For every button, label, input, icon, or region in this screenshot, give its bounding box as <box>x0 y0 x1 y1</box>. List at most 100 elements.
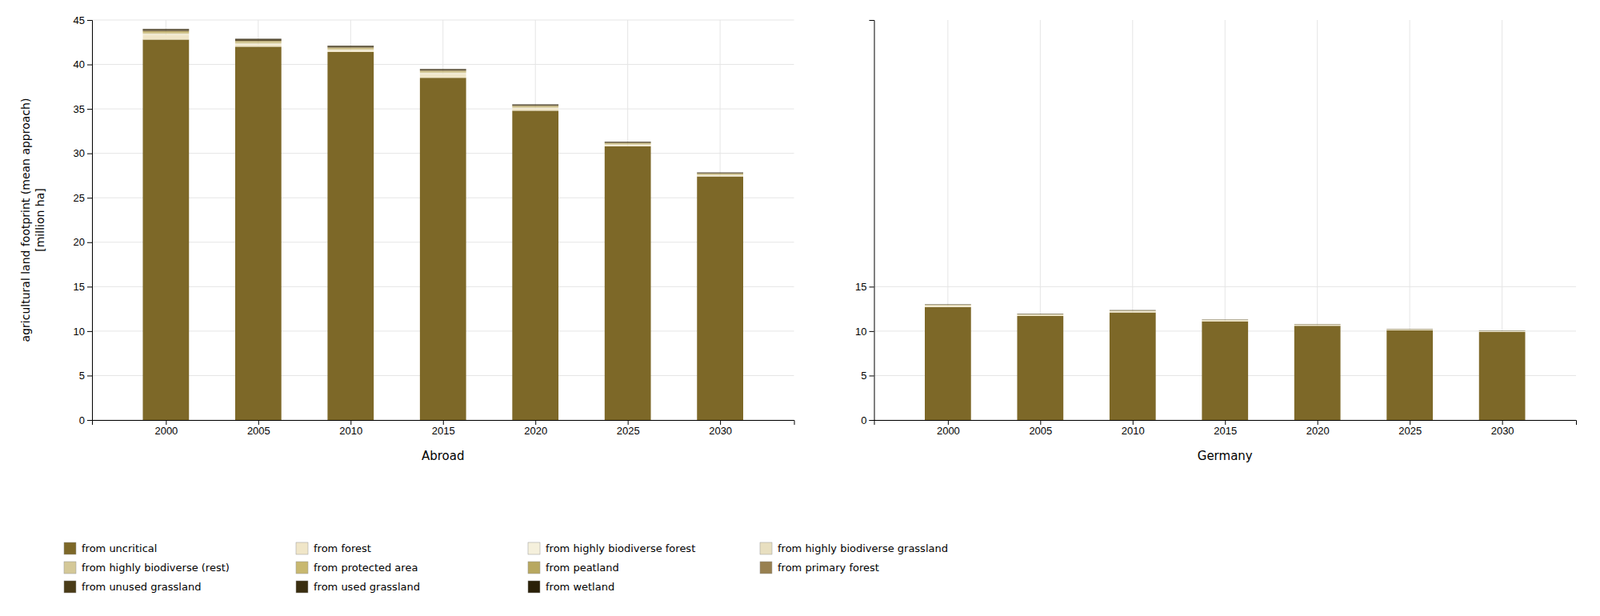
legend-swatch <box>760 561 772 574</box>
bar-segment <box>604 141 652 144</box>
x-tick-label: 2030 <box>1491 424 1515 437</box>
bar-segment <box>1479 332 1526 420</box>
bar-segment <box>604 146 652 420</box>
bar-segment <box>924 304 972 305</box>
bar-segment <box>604 144 652 146</box>
bar-segment <box>420 69 467 72</box>
x-tick: 2010 <box>339 420 363 437</box>
bar-segment <box>1479 331 1526 332</box>
legend-item: from unused grassland <box>64 580 201 593</box>
legend-swatch <box>296 542 308 555</box>
bar-segment <box>1479 330 1526 332</box>
y-axis: 0 5 10 15 20 25 30 35 40 45 <box>73 14 93 427</box>
bar-segment <box>1386 328 1433 330</box>
bar-segment <box>1201 320 1248 322</box>
chart-root: 2000200520102015202020252030051015202530… <box>0 0 1600 616</box>
bar-segment <box>420 77 467 420</box>
bar-segment <box>1109 310 1156 312</box>
legend-label: from highly biodiverse forest <box>545 542 696 555</box>
x-axis: 2000200520102015202020252030 <box>874 420 1577 437</box>
bar-segment <box>924 304 972 305</box>
x-tick: 2025 <box>616 420 640 437</box>
bar-segment <box>1201 319 1248 320</box>
bar-segment <box>420 72 467 75</box>
bar-segment <box>1201 319 1248 320</box>
y-tick-label: 25 <box>73 192 85 204</box>
bar-segment <box>235 40 282 42</box>
bar-segment <box>235 40 282 42</box>
bar-segment <box>1201 319 1248 320</box>
bar-segment <box>327 52 374 420</box>
y-tick: 0 <box>79 414 92 427</box>
y-tick: 20 <box>73 236 92 248</box>
legend-item: from forest <box>296 542 372 555</box>
bar-segment <box>327 47 374 48</box>
y-tick: 30 <box>73 147 92 160</box>
bar-segment <box>512 106 559 108</box>
bar-segment <box>420 68 467 70</box>
legend-label: from highly biodiverse (rest) <box>81 561 230 574</box>
grid <box>92 20 795 420</box>
bar-segment <box>1109 310 1156 312</box>
x-tick-mark <box>1317 420 1319 425</box>
bar-segment <box>604 145 652 147</box>
x-tick-label: 2025 <box>616 424 640 437</box>
legend-label: from used grassland <box>313 580 420 593</box>
bar-segment <box>1016 314 1064 316</box>
bar-segment <box>924 304 972 306</box>
bar-segment <box>1479 331 1526 332</box>
legend-swatch <box>528 561 540 574</box>
bar-segment <box>1386 329 1433 332</box>
x-tick-label: 2015 <box>1213 424 1237 437</box>
y-axis-title-line: [million ha] <box>33 188 47 252</box>
x-tick-label: 2010 <box>1121 424 1145 437</box>
y-tick-label: 10 <box>73 325 85 338</box>
bar-segment <box>696 172 744 174</box>
y-tick-mark <box>87 375 92 376</box>
y-tick: 45 <box>73 14 92 27</box>
y-tick-label: 15 <box>73 280 85 293</box>
y-tick-mark <box>87 331 92 332</box>
x-tick-mark <box>1132 420 1134 425</box>
y-tick-label: 45 <box>73 14 85 27</box>
y-tick: 5 <box>79 369 92 382</box>
bar-segment <box>235 40 282 41</box>
y-tick-label: 40 <box>73 58 85 71</box>
legend-label: from peatland <box>545 561 620 574</box>
y-tick-mark <box>87 197 92 199</box>
bar-segment <box>143 34 190 40</box>
x-tick-label: 2005 <box>1028 424 1052 437</box>
bar-segment <box>235 44 282 46</box>
panel: 2000200520102015202020252030051015German… <box>855 20 1576 464</box>
bar-segment <box>1016 313 1064 315</box>
y-tick: 35 <box>73 103 92 116</box>
bar-segment <box>1201 320 1248 321</box>
legend-label: from forest <box>313 542 372 555</box>
bar-segment <box>420 70 467 72</box>
y-tick: 0 <box>860 414 874 427</box>
legend-item: from highly biodiverse forest <box>528 542 696 555</box>
bar-segment <box>235 46 282 420</box>
bar-segment <box>696 172 744 174</box>
y-axis-line <box>87 20 93 421</box>
x-tick: 2000 <box>154 420 178 437</box>
bar-segment <box>235 42 282 44</box>
bar-segment <box>1294 324 1341 325</box>
bar-segment <box>1016 313 1064 315</box>
bar-segment <box>1109 310 1156 312</box>
bar-segment <box>1201 320 1248 321</box>
x-tick: 2010 <box>1121 420 1145 437</box>
bar-segment <box>1294 324 1341 325</box>
y-tick: 10 <box>855 325 874 338</box>
bar-segment <box>924 304 972 306</box>
bars <box>924 304 1525 420</box>
bar-segment <box>512 105 559 107</box>
bar-segment <box>1294 324 1341 326</box>
bar-segment <box>143 30 190 32</box>
bar-segment <box>512 108 559 112</box>
bar-segment <box>1386 328 1433 330</box>
bar-segment <box>143 32 190 34</box>
y-tick-mark <box>87 242 92 244</box>
y-tick-label: 0 <box>860 414 867 427</box>
bar-segment <box>1386 330 1433 420</box>
